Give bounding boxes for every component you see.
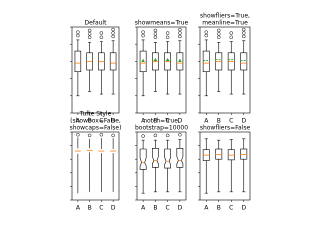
flier [111,31,115,35]
flier [111,133,115,138]
subplot-title: showmeans=True [135,20,189,27]
flier [99,132,104,137]
flier [99,35,104,40]
x-tick-label: A [204,118,209,125]
flier [153,35,158,40]
notched-box [164,148,171,169]
mean-marker [141,58,145,62]
x-tick-label: C [166,118,170,125]
box [176,52,184,71]
box [240,52,248,71]
subplot-title: showfliers=False [200,125,251,132]
flier [141,30,145,34]
box [109,52,117,71]
flier [87,28,92,33]
subplot-title: Tufte Style [79,111,112,118]
mean-marker [178,58,182,62]
flier [111,34,115,39]
box [74,50,82,73]
subplot-title: notch=True, [143,118,180,125]
subplot-title: showcaps=False) [70,125,122,132]
box [202,50,210,73]
x-tick-label: B [153,118,157,125]
notched-box [176,148,184,168]
flier [204,30,208,34]
notched-box [139,148,147,170]
x-tick-label: A [141,118,146,125]
x-tick-label: B [88,118,92,125]
mean-marker [153,57,158,62]
flier [242,31,246,35]
flier [165,31,170,35]
axes-frame [71,26,120,114]
axes-frame [136,26,187,114]
flier [76,33,80,38]
flier [153,32,158,36]
flier [141,33,145,38]
flier [204,33,208,38]
x-tick-label: D [178,205,183,212]
subplot-title: meanline=True [202,20,248,27]
subplot-title: bootstrap=10000 [135,125,188,132]
flier [217,28,221,33]
x-tick-label: D [178,118,183,125]
flier [178,31,182,35]
x-tick-label: B [217,118,221,125]
x-tick-label: A [76,118,81,125]
subplot-title: Default [85,20,108,27]
box [139,50,147,73]
axes-frame [199,131,251,201]
axes-frame [136,131,187,201]
flier [141,134,145,138]
flier [229,35,233,40]
x-tick-label: D [111,205,116,212]
x-tick-label: C [99,205,103,212]
x-tick-label: A [76,205,81,212]
x-tick-label: A [141,205,146,212]
x-tick-label: B [88,205,92,212]
x-tick-label: B [153,205,157,212]
flier [76,30,80,34]
flier [178,132,182,137]
flier [229,31,233,35]
x-tick-label: A [204,205,209,212]
mean-marker [165,57,170,62]
flier [111,27,115,32]
notched-box [152,148,159,168]
flier [99,31,104,35]
flier [178,27,182,32]
flier [76,132,80,137]
subplot-title: (showbox=False, [70,118,121,125]
axes-frame [71,131,120,201]
flier [87,32,92,36]
x-tick-label: C [229,118,233,125]
flier [153,133,158,138]
flier [242,34,246,39]
subplot-title: showfliers=True, [200,13,250,20]
flier [165,133,170,138]
flier [242,27,246,32]
x-tick-label: C [229,205,233,212]
flier [87,133,92,138]
flier [217,35,221,40]
x-tick-label: D [241,205,246,212]
axes-frame [199,26,251,114]
flier [217,32,221,36]
flier [178,34,182,39]
x-tick-label: B [217,205,221,212]
x-tick-label: D [111,118,116,125]
x-tick-label: D [241,118,246,125]
flier [165,35,170,40]
flier [153,28,158,33]
x-tick-label: C [99,118,103,125]
x-tick-label: C [166,205,170,212]
flier [87,35,92,40]
